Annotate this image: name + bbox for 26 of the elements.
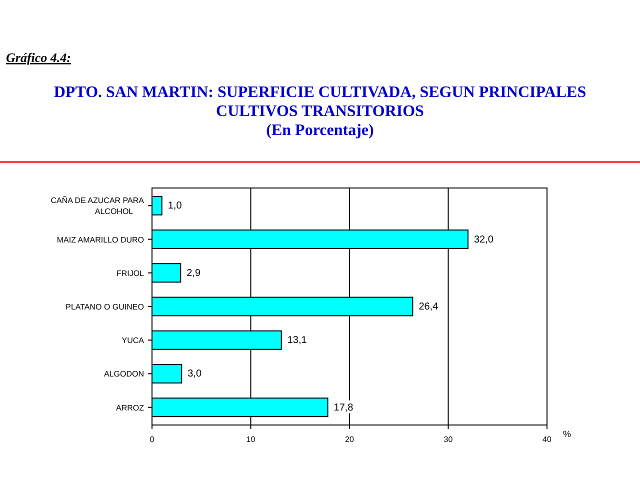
x-tick-label: 10 xyxy=(246,435,256,444)
x-tick-label: 20 xyxy=(345,435,354,444)
x-tick-label: 30 xyxy=(444,435,454,444)
data-label: 2,9 xyxy=(186,268,201,279)
y-tick-label: ARROZ xyxy=(116,403,144,412)
x-tick-label: 0 xyxy=(150,435,155,444)
y-tick-label: CAÑA DE AZUCAR PARA ALCOHOL xyxy=(50,195,145,216)
data-label: 13,1 xyxy=(287,335,308,346)
text: Gráfico 4.4: xyxy=(6,50,71,65)
y-tick-label: ALGODON xyxy=(104,370,144,379)
bar xyxy=(152,196,162,216)
y-tick-label: FRIJOL xyxy=(116,268,145,278)
x-axis-title: % xyxy=(562,429,572,439)
chart-title: DPTO. SAN MARTIN: SUPERFICIE CULTIVADA, SEGUN PRINCIPALES CULTIVOS TRANSITORIOS xyxy=(54,84,586,120)
data-label: 26,4 xyxy=(418,302,439,312)
data-label: 32,0 xyxy=(474,234,494,246)
chart-subtitle: (En Porcentaje) xyxy=(266,122,374,139)
y-tick-label: YUCA xyxy=(122,336,145,346)
x-tick-label: 40 xyxy=(542,435,552,444)
bar xyxy=(152,263,182,283)
data-label: 1,0 xyxy=(168,200,182,212)
data-label: 17,8 xyxy=(334,402,354,414)
bar xyxy=(152,364,182,384)
y-tick-label: PLATANO O GUINEO xyxy=(66,302,144,312)
y-tick-label: MAIZ AMARILLO DURO xyxy=(56,235,144,244)
data-label: 3,0 xyxy=(188,368,202,380)
